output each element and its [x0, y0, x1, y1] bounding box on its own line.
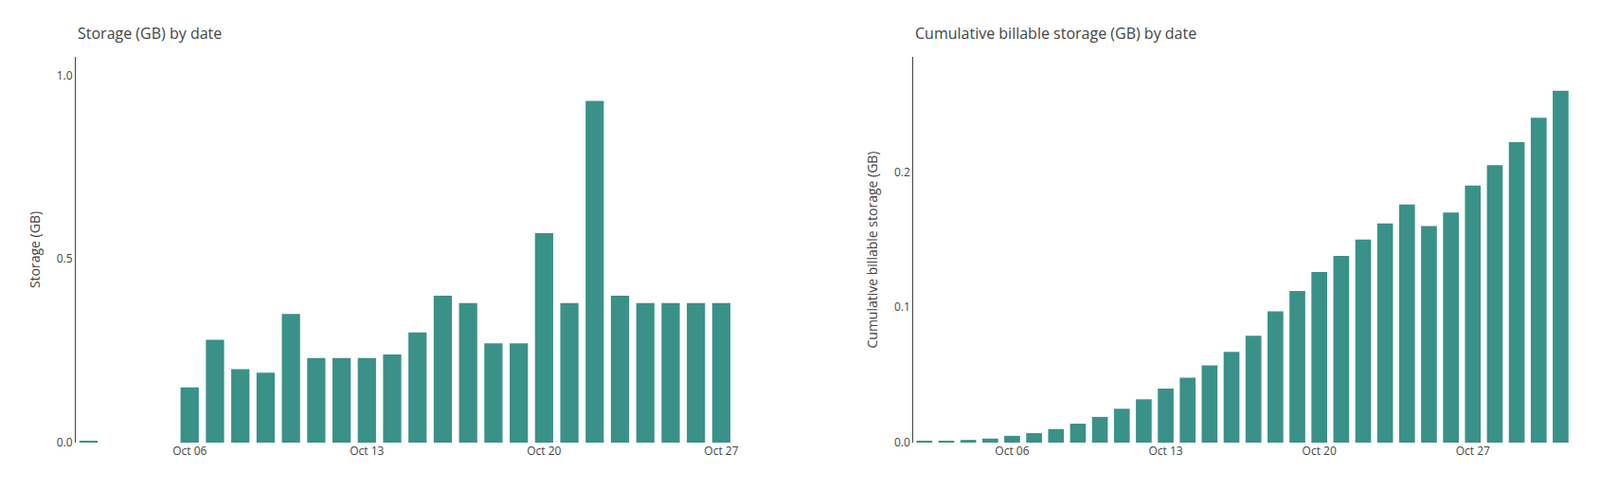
svg-text:Oct 27: Oct 27	[1456, 442, 1491, 459]
svg-text:0.0: 0.0	[894, 433, 911, 450]
svg-text:Oct 06: Oct 06	[172, 442, 207, 459]
svg-text:Oct 13: Oct 13	[1148, 442, 1183, 459]
svg-text:Oct 13: Oct 13	[349, 442, 384, 459]
svg-text:Storage (GB): Storage (GB)	[25, 211, 44, 288]
svg-text:Cumulative billable storage (G: Cumulative billable storage (GB)	[862, 151, 881, 349]
svg-text:Storage (GB) by date: Storage (GB) by date	[77, 22, 222, 44]
svg-text:Cumulative billable storage (G: Cumulative billable storage (GB) by date	[915, 22, 1197, 44]
svg-text:Oct 20: Oct 20	[526, 442, 561, 459]
svg-text:Oct 06: Oct 06	[994, 442, 1029, 459]
svg-text:0.1: 0.1	[894, 298, 911, 315]
svg-text:0.0: 0.0	[56, 433, 73, 450]
svg-text:Oct 27: Oct 27	[703, 442, 738, 459]
svg-text:1.0: 1.0	[56, 67, 73, 84]
svg-text:Oct 20: Oct 20	[1302, 442, 1337, 459]
svg-text:0.5: 0.5	[56, 250, 73, 267]
svg-text:0.2: 0.2	[894, 163, 911, 180]
